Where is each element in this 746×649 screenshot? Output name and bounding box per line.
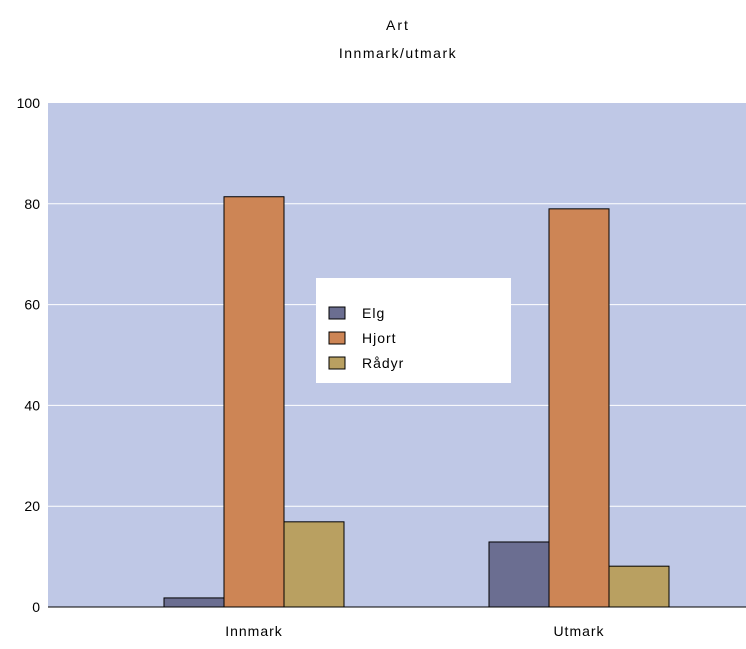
legend-swatch — [328, 331, 346, 345]
y-tick-label: 0 — [32, 599, 40, 615]
y-tick-label: 20 — [24, 498, 40, 514]
legend-swatch — [328, 356, 346, 370]
y-tick-label: 60 — [24, 297, 40, 313]
bar-rådyr-utmark — [608, 565, 670, 608]
legend: Elg Hjort Rådyr — [316, 278, 511, 383]
chart-subtitle: Innmark/utmark — [339, 45, 457, 61]
x-tick-label: Utmark — [553, 623, 604, 639]
legend-items: Elg Hjort Rådyr — [328, 305, 404, 371]
bar-hjort-utmark — [548, 208, 610, 608]
bar-rådyr-innmark — [283, 521, 345, 608]
x-axis-labels: Innmark Utmark — [225, 623, 604, 639]
legend-label: Elg — [362, 305, 385, 321]
chart-title: Art — [386, 17, 410, 33]
legend-box — [316, 278, 511, 383]
y-tick-label: 80 — [24, 196, 40, 212]
legend-swatch — [328, 306, 346, 320]
bar-elg-utmark — [488, 541, 550, 608]
x-tick-label: Innmark — [225, 623, 283, 639]
y-tick-label: 40 — [24, 397, 40, 413]
bar-hjort-innmark — [223, 196, 285, 608]
bar-elg-innmark — [163, 597, 225, 608]
legend-label: Hjort — [362, 330, 397, 346]
legend-label: Rådyr — [362, 355, 404, 371]
y-tick-label: 100 — [17, 95, 41, 111]
bars — [163, 196, 670, 608]
y-axis-ticks: 0 20 40 60 80 100 — [17, 95, 41, 615]
